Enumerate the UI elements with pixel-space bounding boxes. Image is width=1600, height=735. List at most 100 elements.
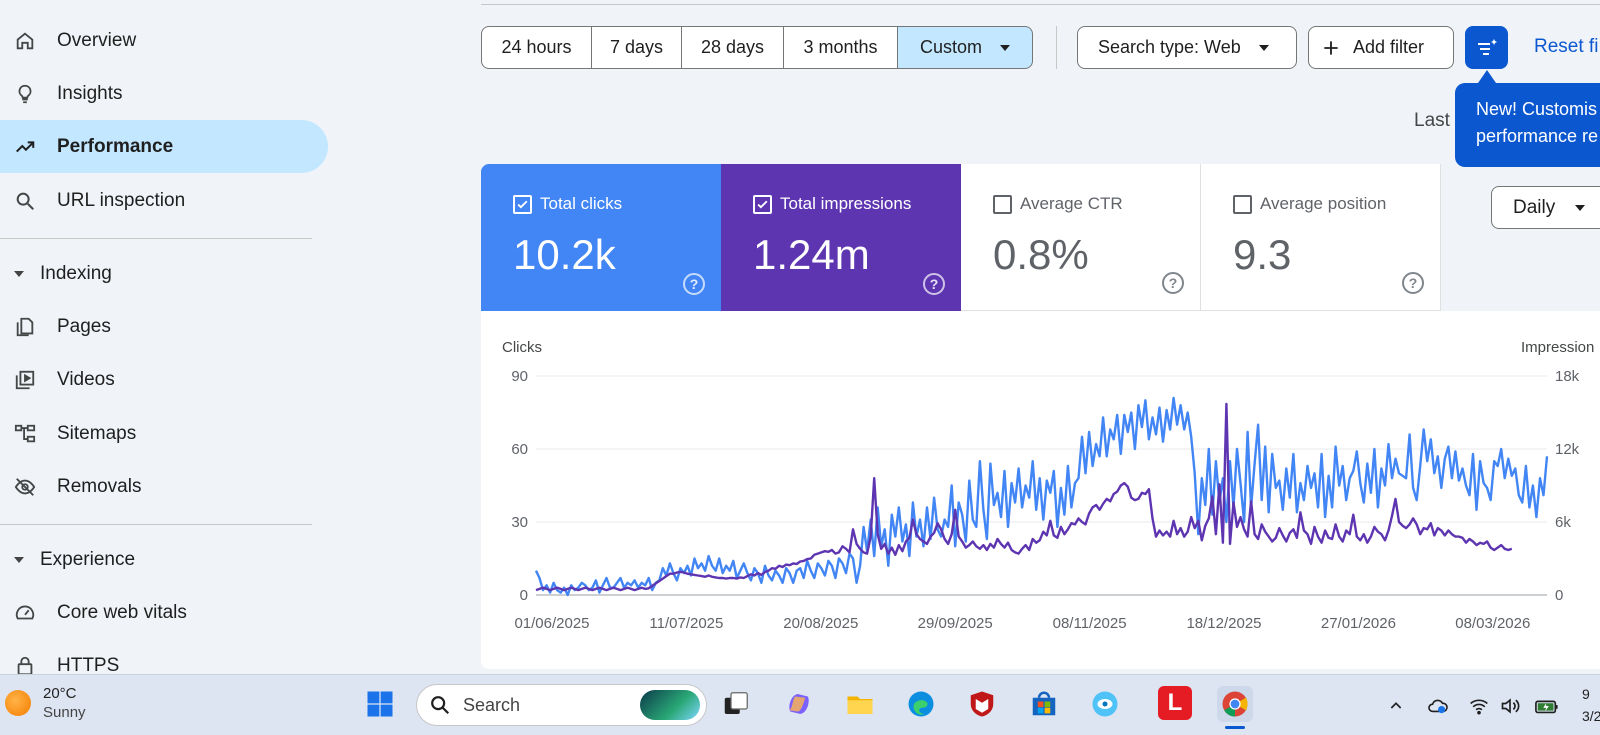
lightbulb-icon [12, 81, 38, 107]
new-feature-tooltip[interactable]: New! Customis performance re [1455, 83, 1600, 167]
metric-value: 9.3 [1233, 231, 1292, 278]
checkbox-checked-icon[interactable] [753, 194, 772, 214]
search-icon [12, 188, 38, 214]
add-filter-label: Add filter [1353, 37, 1425, 57]
mcafee-shield-icon [970, 691, 994, 717]
help-icon[interactable]: ? [1402, 272, 1424, 294]
metric-label: Average position [1260, 194, 1387, 213]
metric-value: 0.8% [993, 231, 1089, 278]
letter-l-app-icon: L [1167, 689, 1183, 716]
weather-widget[interactable]: 20°C Sunny [5, 685, 86, 721]
speaker-icon [1501, 698, 1520, 714]
sidebar-item-insights[interactable]: Insights [0, 67, 328, 120]
checkbox-checked-icon[interactable] [513, 194, 532, 214]
x-tick-label: 08/11/2025 [1053, 615, 1127, 632]
search-type-label: Search type: Web [1098, 37, 1241, 57]
taskbar-search[interactable]: Search [416, 684, 707, 726]
sidebar-item-url-inspection[interactable]: URL inspection [0, 174, 328, 227]
sidebar-item-pages[interactable]: Pages [0, 300, 328, 353]
sidebar-item-performance[interactable]: Performance [0, 120, 328, 173]
date-range-custom-label: Custom [919, 37, 982, 57]
metric-card-average-position[interactable]: Average position 9.3 ? [1201, 164, 1441, 311]
metric-label: Total impressions [780, 194, 912, 213]
customize-filter-button[interactable] [1465, 26, 1508, 69]
section-header-experience[interactable]: Experience [0, 540, 312, 580]
mcafee-button[interactable] [964, 686, 1000, 722]
photos-app-button[interactable] [1087, 686, 1123, 722]
x-tick-label: 11/07/2025 [649, 615, 723, 632]
store-bag-icon [1032, 691, 1056, 716]
video-library-icon [12, 367, 38, 393]
sidebar-item-videos[interactable]: Videos [0, 353, 328, 406]
help-icon[interactable]: ? [1162, 272, 1184, 294]
battery-tray-button[interactable] [1534, 693, 1560, 719]
section-header-indexing[interactable]: Indexing [0, 254, 312, 294]
x-tick-label: 27/01/2026 [1321, 615, 1396, 632]
copilot-button[interactable] [781, 686, 817, 722]
letter-l-app-button[interactable]: L [1158, 686, 1192, 720]
sidebar-item-removals[interactable]: Removals [0, 460, 328, 513]
tooltip-line-1: New! Customis [1476, 99, 1598, 119]
date-range-24-hours[interactable]: 24 hours [481, 26, 592, 69]
sidebar-item-label: Insights [57, 82, 123, 104]
sidebar-item-sitemaps[interactable]: Sitemaps [0, 407, 328, 460]
sidebar-item-overview[interactable]: Overview [0, 14, 328, 67]
x-tick-label: 29/09/2025 [918, 615, 993, 632]
cloud-icon [1428, 699, 1448, 714]
battery-charging-icon [1535, 700, 1558, 714]
date-range-28-days[interactable]: 28 days [682, 26, 784, 69]
file-explorer-button[interactable] [842, 686, 878, 722]
help-icon[interactable]: ? [683, 273, 705, 295]
sidebar-item-label: HTTPS [57, 654, 120, 676]
metric-card-average-ctr[interactable]: Average CTR 0.8% ? [961, 164, 1201, 311]
sidebar-item-core-web-vitals[interactable]: Core web vitals [0, 586, 328, 639]
copilot-icon [789, 694, 809, 714]
taskbar-clock[interactable]: 9 3/2 [1582, 683, 1600, 727]
granularity-label: Daily [1513, 196, 1556, 218]
add-filter-button[interactable]: Add filter [1308, 26, 1454, 69]
edge-browser-button[interactable] [903, 686, 939, 722]
wifi-tray-button[interactable] [1466, 693, 1492, 719]
metric-label: Total clicks [540, 194, 623, 213]
trending-up-icon [12, 134, 38, 160]
checkbox-unchecked-icon[interactable] [1233, 194, 1252, 214]
onedrive-tray-button[interactable] [1425, 693, 1451, 719]
dropdown-arrow-icon [1258, 44, 1269, 51]
volume-tray-button[interactable] [1497, 693, 1523, 719]
y-tick-left: 90 [511, 368, 528, 385]
start-button[interactable] [362, 686, 398, 722]
edge-icon [908, 691, 934, 717]
taskbar-search-placeholder: Search [463, 694, 521, 715]
pages-icon [12, 314, 38, 340]
search-icon [431, 696, 450, 715]
date-range-custom[interactable]: Custom [898, 26, 1033, 69]
checkbox-unchecked-icon[interactable] [993, 194, 1012, 214]
sidebar-item-label: Performance [57, 135, 174, 157]
granularity-dropdown[interactable]: Daily [1491, 186, 1600, 229]
date-range-7-days[interactable]: 7 days [592, 26, 682, 69]
sidebar-item-label: Removals [57, 475, 142, 497]
sidebar-item-label: Videos [57, 368, 115, 390]
search-type-dropdown[interactable]: Search type: Web [1077, 26, 1297, 69]
help-icon[interactable]: ? [923, 273, 945, 295]
series-line-total-impressions [535, 402, 1513, 592]
lock-icon [12, 653, 38, 679]
chrome-browser-button[interactable] [1217, 686, 1253, 729]
plus-icon [1321, 38, 1341, 58]
date-range-3-months[interactable]: 3 months [784, 26, 898, 69]
sidebar-item-label: Overview [57, 29, 137, 51]
performance-chart-panel: 90 18k 60 12k 30 6k 0 0 Clicks Impression 01/06/20… [481, 311, 1600, 669]
metric-card-total-clicks[interactable]: Total clicks 10.2k ? [481, 164, 721, 311]
microsoft-store-button[interactable] [1026, 686, 1062, 722]
show-hidden-icons-button[interactable] [1383, 693, 1409, 719]
last-updated-text: Last [1414, 110, 1450, 131]
reset-filters-link[interactable]: Reset fi [1534, 36, 1599, 57]
y-axis-title-left: Clicks [502, 339, 542, 356]
sidebar-divider [0, 524, 312, 525]
sidebar-item-https[interactable]: HTTPS [0, 639, 328, 692]
metric-card-total-impressions[interactable]: Total impressions 1.24m ? [721, 164, 961, 311]
x-tick-label: 20/08/2025 [783, 615, 858, 632]
task-view-button[interactable] [718, 686, 754, 722]
clock-time: 9 [1582, 686, 1590, 702]
windows-logo-icon [367, 691, 393, 717]
